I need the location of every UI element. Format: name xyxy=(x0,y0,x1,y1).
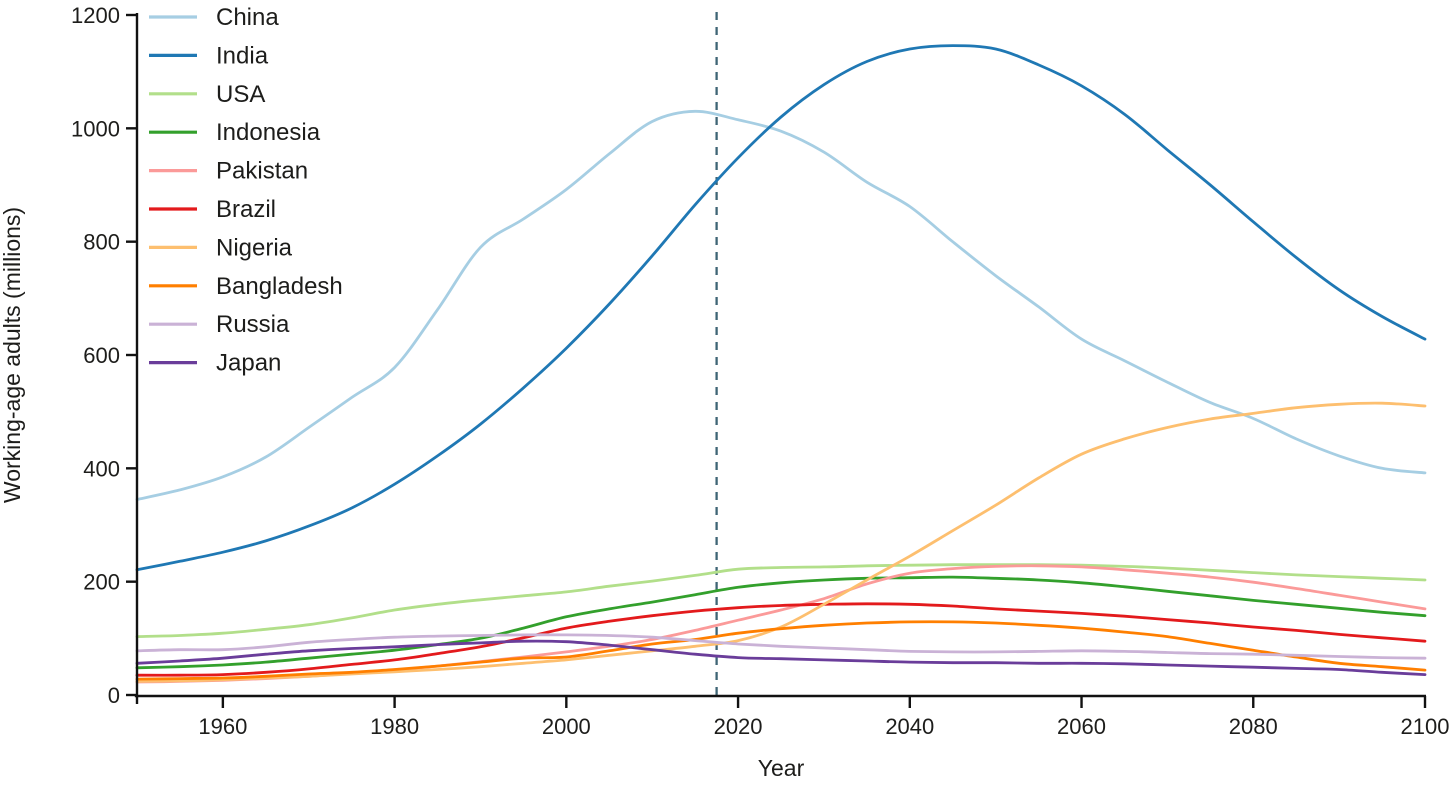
legend-item-china: China xyxy=(149,4,279,31)
legend-label: Nigeria xyxy=(216,234,293,261)
legend-item-indonesia: Indonesia xyxy=(149,119,321,146)
x-tick-label: 1980 xyxy=(370,714,419,739)
x-tick-label: 2060 xyxy=(1057,714,1106,739)
legend-item-brazil: Brazil xyxy=(149,196,276,223)
legend-item-russia: Russia xyxy=(149,311,290,338)
x-tick-label: 2020 xyxy=(714,714,763,739)
legend-label: USA xyxy=(216,81,265,108)
series-line-bangladesh xyxy=(135,620,1427,681)
legend-label: Russia xyxy=(216,311,290,338)
legend-item-usa: USA xyxy=(149,81,265,108)
legend-label: Japan xyxy=(216,350,281,377)
y-axis-title: Working-age adults (millions) xyxy=(0,207,25,503)
legend-item-japan: Japan xyxy=(149,350,281,377)
legend-item-india: India xyxy=(149,42,269,69)
legend-item-nigeria: Nigeria xyxy=(149,234,293,261)
legend-label: Bangladesh xyxy=(216,273,343,300)
series-line-india xyxy=(135,44,1427,572)
series-line-indonesia xyxy=(135,575,1427,670)
series-lines-layer xyxy=(135,44,1427,684)
legend-item-pakistan: Pakistan xyxy=(149,158,308,185)
x-tick-label: 1960 xyxy=(198,714,247,739)
y-tick-label: 600 xyxy=(83,343,120,368)
legend-label: Brazil xyxy=(216,196,276,223)
legend-label: Indonesia xyxy=(216,119,321,146)
series-line-japan xyxy=(135,639,1427,676)
legend: China India USA Indonesia Pakistan Brazil Nige… xyxy=(149,4,343,377)
y-tick-label: 1000 xyxy=(71,116,120,141)
x-tick-label: 2100 xyxy=(1401,714,1450,739)
legend-label: India xyxy=(216,42,269,69)
x-tick-label: 2040 xyxy=(885,714,934,739)
legend-label: China xyxy=(216,4,279,31)
legend-label: Pakistan xyxy=(216,158,308,185)
x-tick-label: 2080 xyxy=(1229,714,1278,739)
x-axis-title: Year xyxy=(758,755,805,781)
axes-layer: 0 200 400 600 800 1000 1200 1960 1980 2000 2020 204… xyxy=(71,3,1449,739)
y-tick-label: 800 xyxy=(83,230,120,255)
series-line-nigeria xyxy=(135,401,1427,683)
x-tick-label: 2000 xyxy=(542,714,591,739)
series-line-brazil xyxy=(135,602,1427,677)
y-tick-label: 400 xyxy=(83,456,120,481)
series-line-russia xyxy=(135,633,1427,660)
series-line-china xyxy=(135,109,1427,501)
series-line-usa xyxy=(135,563,1427,638)
y-tick-label: 200 xyxy=(83,570,120,595)
y-tick-label: 0 xyxy=(108,683,120,708)
legend-item-bangladesh: Bangladesh xyxy=(149,273,343,300)
y-tick-label: 1200 xyxy=(71,3,120,28)
